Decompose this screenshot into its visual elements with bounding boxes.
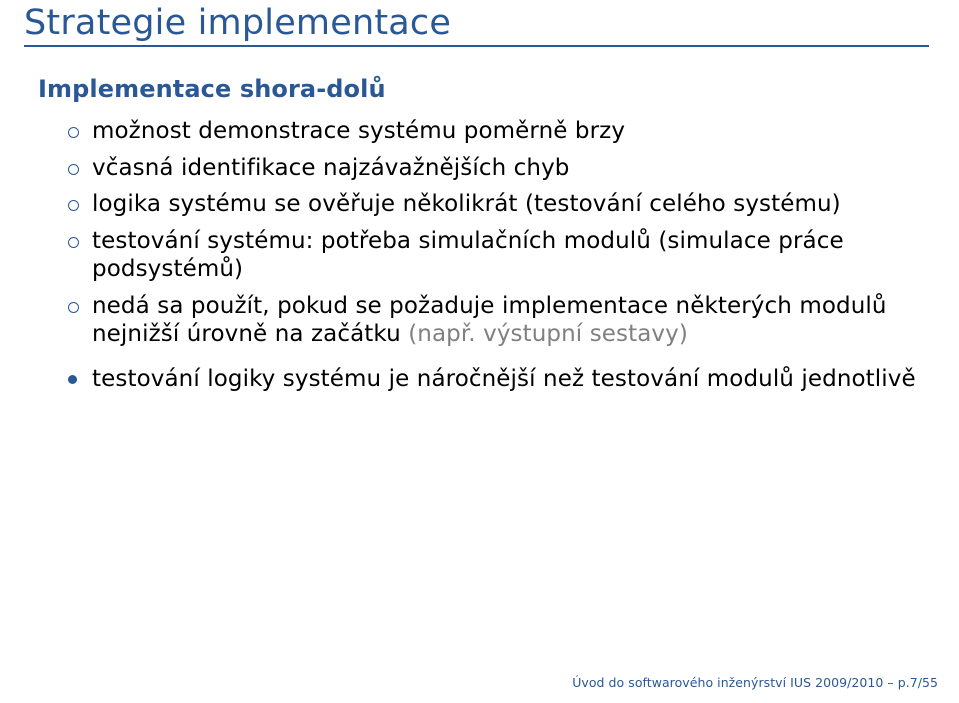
bullet-text: možnost demonstrace systému poměrně brzy [92,118,625,144]
slide-content: Strategie implementace Implementace shor… [0,0,959,393]
list-item: testování systému: potřeba simulačních m… [68,227,929,284]
bullet-text: testování logiky systému je náročnější n… [92,366,916,392]
slide: Strategie implementace Implementace shor… [0,0,959,703]
bullet-text-gray: (např. výstupní sestavy) [408,321,688,347]
list-item: nedá sa použít, pokud se požaduje implem… [68,292,929,349]
slide-footer: Úvod do softwarového inženýrství IUS 200… [572,675,938,690]
list-item: možnost demonstrace systému poměrně brzy [68,117,929,146]
bullet-text: logika systému se ověřuje několikrát (te… [92,191,841,217]
bullet-text: testování systému: potřeba simulačních m… [92,228,844,283]
page-title: Strategie implementace [24,4,929,47]
bullet-text: včasná identifikace najzávažnějších chyb [92,155,570,181]
list-item: logika systému se ověřuje několikrát (te… [68,190,929,219]
section-subtitle: Implementace shora-dolů [38,75,929,103]
bullet-list: možnost demonstrace systému poměrně brzy… [68,117,929,393]
list-item: včasná identifikace najzávažnějších chyb [68,154,929,183]
list-item: testování logiky systému je náročnější n… [68,365,929,394]
